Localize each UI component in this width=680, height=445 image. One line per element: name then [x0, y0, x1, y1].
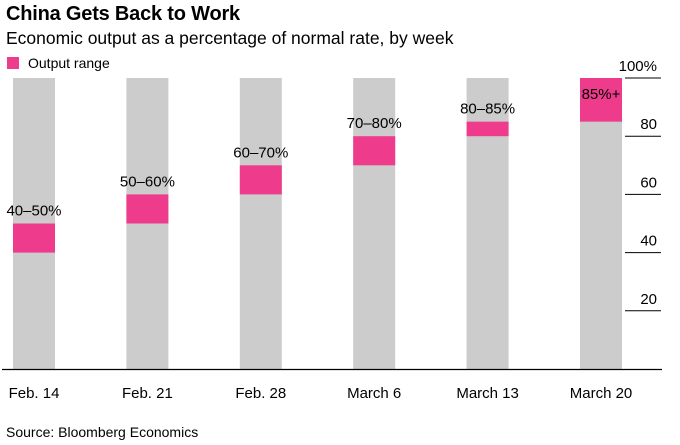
- source-note: Source: Bloomberg Economics: [6, 424, 199, 440]
- legend-label: Output range: [28, 55, 110, 71]
- x-tick-label: Feb. 28: [235, 385, 286, 402]
- range-bar: [466, 121, 509, 137]
- data-label: 40–50%: [6, 203, 61, 220]
- background-bar: [239, 78, 282, 369]
- background-bar: [353, 78, 396, 369]
- y-tick-label: 60: [640, 174, 657, 191]
- legend-swatch: [7, 57, 19, 69]
- range-bar: [239, 165, 282, 195]
- background-bar: [580, 78, 622, 369]
- x-tick-label: March 13: [456, 385, 519, 402]
- range-bar: [13, 223, 55, 253]
- y-tick-label: 80: [640, 116, 657, 133]
- range-bar: [580, 78, 622, 122]
- x-tick-label: Feb. 14: [9, 385, 60, 402]
- x-tick-label: March 20: [570, 385, 633, 402]
- data-label: 60–70%: [233, 144, 288, 161]
- data-label: 80–85%: [460, 101, 515, 118]
- legend: Output range: [7, 55, 110, 71]
- chart-subtitle: Economic output as a percentage of norma…: [6, 28, 454, 48]
- y-tick-label: 20: [640, 291, 657, 308]
- y-tick-label: 40: [640, 233, 657, 250]
- x-tick-label: Feb. 21: [122, 385, 173, 402]
- x-tick-label: March 6: [347, 385, 401, 402]
- y-tick-label: 100%: [619, 58, 657, 75]
- data-label: 50–60%: [120, 173, 175, 190]
- range-bar: [126, 194, 169, 224]
- data-label: 70–80%: [347, 115, 402, 132]
- chart-title: China Gets Back to Work: [6, 3, 240, 25]
- data-label: 85%+: [582, 86, 621, 103]
- range-bar: [353, 136, 396, 166]
